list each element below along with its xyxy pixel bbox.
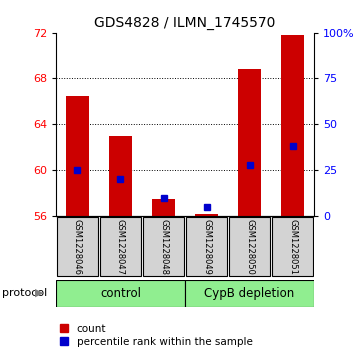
Bar [143,217,184,277]
Bar [66,96,89,216]
Bar [56,280,185,307]
Bar [57,217,98,277]
Text: protocol: protocol [2,288,47,298]
Text: ▶: ▶ [35,288,43,298]
Bar [195,214,218,216]
Text: GSM1228048: GSM1228048 [159,219,168,275]
Bar [185,280,314,307]
Bar [152,199,175,216]
Text: GSM1228049: GSM1228049 [202,219,211,275]
Bar [229,217,270,277]
Text: GSM1228047: GSM1228047 [116,219,125,275]
Text: GSM1228050: GSM1228050 [245,219,254,275]
Bar [100,217,141,277]
Bar [109,136,132,216]
Bar [186,217,227,277]
Bar [281,35,304,216]
Text: control: control [100,287,141,299]
Bar [238,69,261,216]
Text: CypB depletion: CypB depletion [204,287,295,299]
Bar [272,217,313,277]
Title: GDS4828 / ILMN_1745570: GDS4828 / ILMN_1745570 [94,16,276,30]
Text: GSM1228051: GSM1228051 [288,219,297,275]
Legend: count, percentile rank within the sample: count, percentile rank within the sample [56,319,257,351]
Text: GSM1228046: GSM1228046 [73,219,82,275]
